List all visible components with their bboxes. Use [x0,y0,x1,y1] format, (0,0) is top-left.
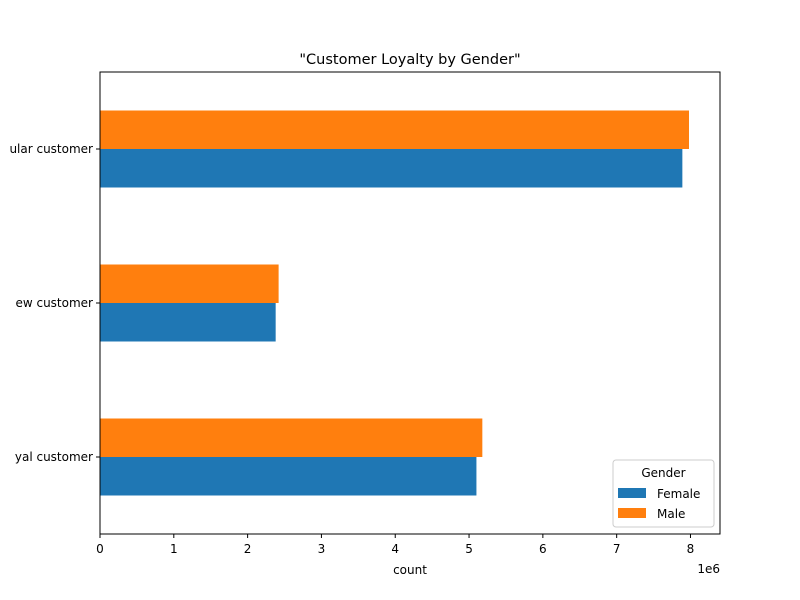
x-tick-label-8: 8 [687,542,695,556]
bar-female-2 [100,457,477,496]
x-tick-label-2: 2 [244,542,252,556]
y-tick-label-2: yal customer [15,450,93,464]
chart-title: "Customer Loyalty by Gender" [299,52,520,68]
legend-title: Gender [641,466,685,480]
x-scale-label: 1e6 [697,562,720,576]
x-tick-label-3: 3 [318,542,326,556]
y-ticks: ular customer ew customer yal customer [9,142,100,464]
legend-label-male: Male [657,507,685,521]
bar-female-1 [100,303,276,342]
legend-label-female: Female [657,487,700,501]
x-tick-label-0: 0 [96,542,104,556]
y-tick-label-1: ew customer [15,296,93,310]
bar-male-2 [100,418,483,457]
x-tick-label-6: 6 [539,542,547,556]
legend-swatch-female [618,488,646,498]
y-tick-label-0: ular customer [9,142,93,156]
x-tick-label-5: 5 [465,542,473,556]
x-ticks: 0 1 2 3 4 5 6 7 8 [96,534,694,556]
x-tick-label-7: 7 [613,542,621,556]
legend: Gender Female Male [612,459,715,528]
bar-female-0 [100,149,683,188]
bar-male-1 [100,264,279,303]
legend-swatch-male [618,508,646,518]
x-tick-label-4: 4 [391,542,399,556]
bars-group [100,110,689,496]
x-tick-label-1: 1 [170,542,178,556]
x-axis-label: count [393,563,427,577]
bar-male-0 [100,110,689,149]
